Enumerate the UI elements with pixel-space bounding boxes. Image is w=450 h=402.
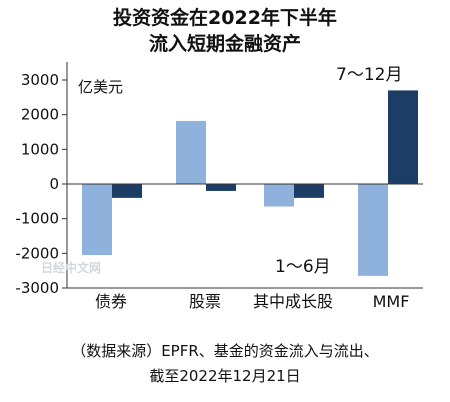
watermark: 日经中文网 [41, 260, 101, 275]
chart-title-line-1: 投资资金在2022年下半年 [113, 6, 337, 29]
category-label-bonds: 债券 [95, 292, 127, 311]
category-label-stocks: 股票 [189, 292, 221, 311]
bar-jul-dec-3 [388, 90, 418, 184]
bar-jan-jun-1 [176, 120, 206, 184]
source-line-1: （数据来源）EPFR、基金的资金流入与流出、 [71, 342, 379, 360]
bar-jul-dec-0 [112, 184, 142, 198]
category-label-growth-stocks: 其中成长股 [253, 292, 333, 311]
bar-jul-dec-1 [206, 184, 236, 191]
unit-label: 亿美元 [78, 78, 123, 96]
series-label-jan-jun: 1～6月 [275, 257, 331, 277]
bar-jan-jun-0 [82, 184, 112, 256]
source-line-2: 截至2022年12月21日 [149, 367, 300, 385]
y-tick-label: -2000 [15, 244, 59, 262]
y-tick-label: 3000 [21, 71, 59, 89]
bar-jan-jun-3 [358, 184, 388, 276]
series-label-jul-dec: 7～12月 [336, 65, 402, 85]
bar-jan-jun-2 [264, 184, 294, 207]
y-tick-label: 1000 [21, 140, 59, 158]
chart-title-line-2: 流入短期金融资产 [149, 32, 301, 55]
y-tick-label: -1000 [15, 210, 59, 228]
category-label-mmf: MMF [373, 292, 410, 311]
bar-jul-dec-2 [294, 184, 324, 198]
y-tick-label: 0 [49, 175, 59, 193]
y-tick-label: 2000 [21, 106, 59, 124]
y-tick-label: -3000 [15, 279, 59, 297]
